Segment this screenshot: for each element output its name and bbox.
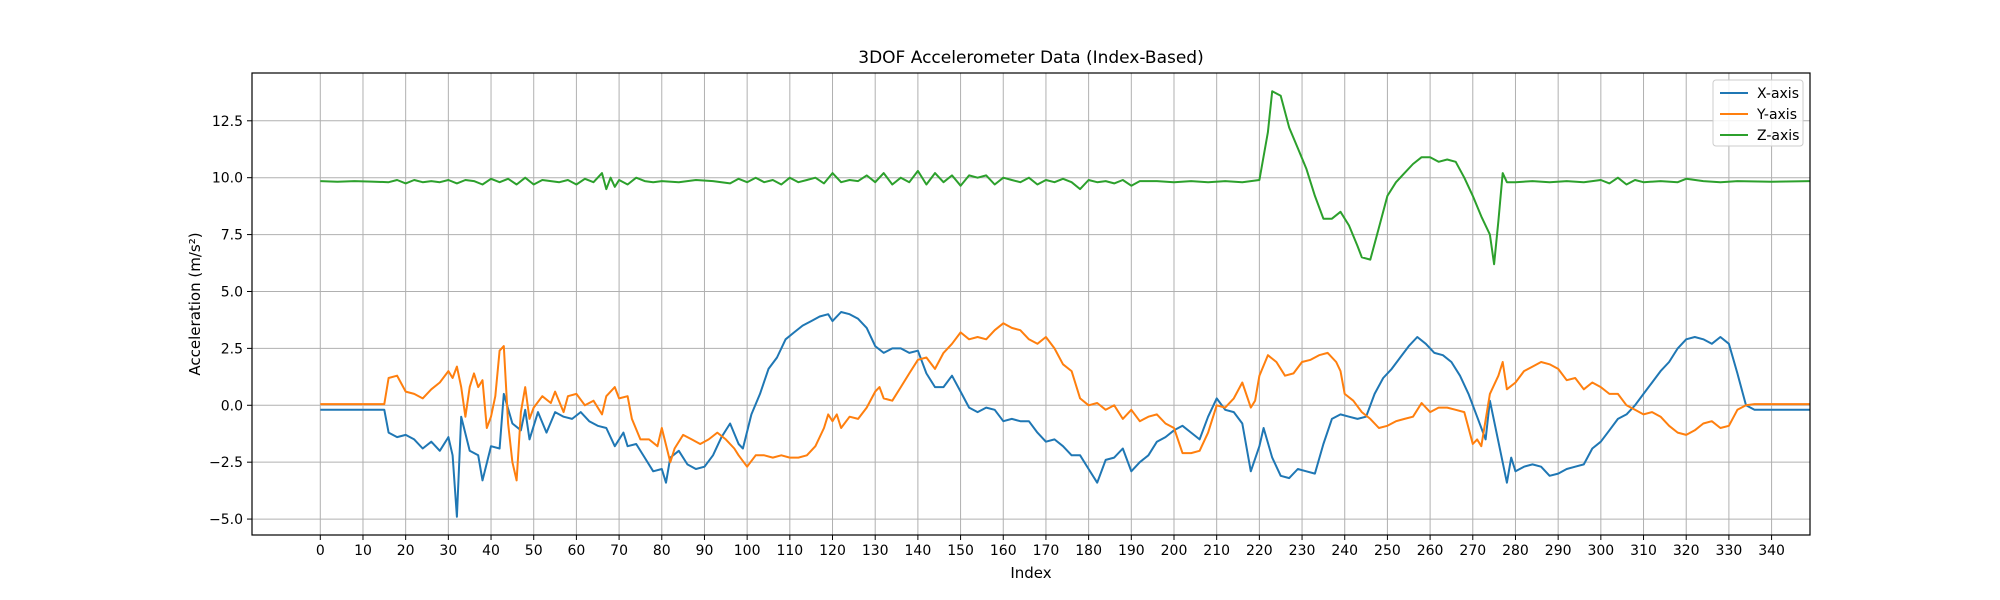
legend-label: X-axis (1757, 86, 1799, 102)
plot-frame (251, 72, 1811, 536)
x-tick-label: 290 (1545, 543, 1572, 559)
x-tick-label: 180 (1075, 543, 1102, 559)
x-tick-label: 60 (567, 543, 585, 559)
x-tick-label: 300 (1587, 543, 1614, 559)
x-tick-label: 100 (734, 543, 761, 559)
x-tick-label: 30 (439, 543, 457, 559)
y-tick-label: 5.0 (221, 284, 243, 300)
x-tick-label: 90 (696, 543, 714, 559)
x-tick-label: 130 (862, 543, 889, 559)
legend-box (1712, 79, 1804, 147)
y-tick-label: 0.0 (221, 398, 243, 414)
x-tick-label: 150 (947, 543, 974, 559)
x-tick-label: 310 (1630, 543, 1657, 559)
x-tick-label: 80 (653, 543, 671, 559)
x-tick-label: 230 (1289, 543, 1316, 559)
x-tick-label: 160 (990, 543, 1017, 559)
x-tick-label: 0 (316, 543, 325, 559)
x-tick-label: 170 (1033, 543, 1060, 559)
x-tick-label: 220 (1246, 543, 1273, 559)
legend-label: Y-axis (1756, 107, 1797, 123)
grid-layer (252, 73, 1810, 535)
series-line-y-axis (320, 322, 1810, 482)
x-tick-label: 120 (819, 543, 846, 559)
x-tick-label: 50 (525, 543, 543, 559)
x-tick-label: 280 (1502, 543, 1529, 559)
x-tick-label: 240 (1331, 543, 1358, 559)
x-tick-label: 330 (1716, 543, 1743, 559)
x-tick-label: 10 (354, 543, 372, 559)
y-tick-label: 7.5 (221, 228, 243, 244)
x-axis-label: Index (1010, 564, 1051, 582)
x-tick-label: 210 (1203, 543, 1230, 559)
x-tick-label: 190 (1118, 543, 1145, 559)
x-tick-label: 140 (905, 543, 932, 559)
x-tick-label: 70 (610, 543, 628, 559)
x-tick-label: 20 (397, 543, 415, 559)
legend: X-axis Y-axis Z-axis (1712, 79, 1804, 147)
y-tick-label: −5.0 (209, 512, 243, 528)
y-tick-label: 10.0 (212, 171, 243, 187)
x-tick-label: 110 (776, 543, 803, 559)
y-tick-label: 2.5 (221, 341, 243, 357)
x-tick-label: 270 (1459, 543, 1486, 559)
chart-title: 3DOF Accelerometer Data (Index-Based) (858, 48, 1203, 68)
y-tick-label: 12.5 (212, 114, 243, 130)
legend-label: Z-axis (1757, 128, 1799, 144)
x-tick-label: 340 (1758, 543, 1785, 559)
x-tick-label: 320 (1673, 543, 1700, 559)
series-line-z-axis (320, 90, 1811, 266)
x-tick-label: 40 (482, 543, 500, 559)
series-line-x-axis (320, 311, 1810, 518)
x-tick-label: 260 (1417, 543, 1444, 559)
y-ticks: −5.0 −2.5 0.0 2.5 5.0 7.5 10.0 12.5 (209, 114, 252, 528)
y-axis-label: Acceleration (m/s²) (186, 232, 204, 375)
x-tick-label: 250 (1374, 543, 1401, 559)
x-ticks: 0 10 20 30 40 50 60 70 80 90 100 110 120 130 140 150 160… (316, 535, 1785, 559)
series-layer (320, 90, 1811, 518)
y-tick-label: −2.5 (209, 455, 243, 471)
x-tick-label: 200 (1161, 543, 1188, 559)
